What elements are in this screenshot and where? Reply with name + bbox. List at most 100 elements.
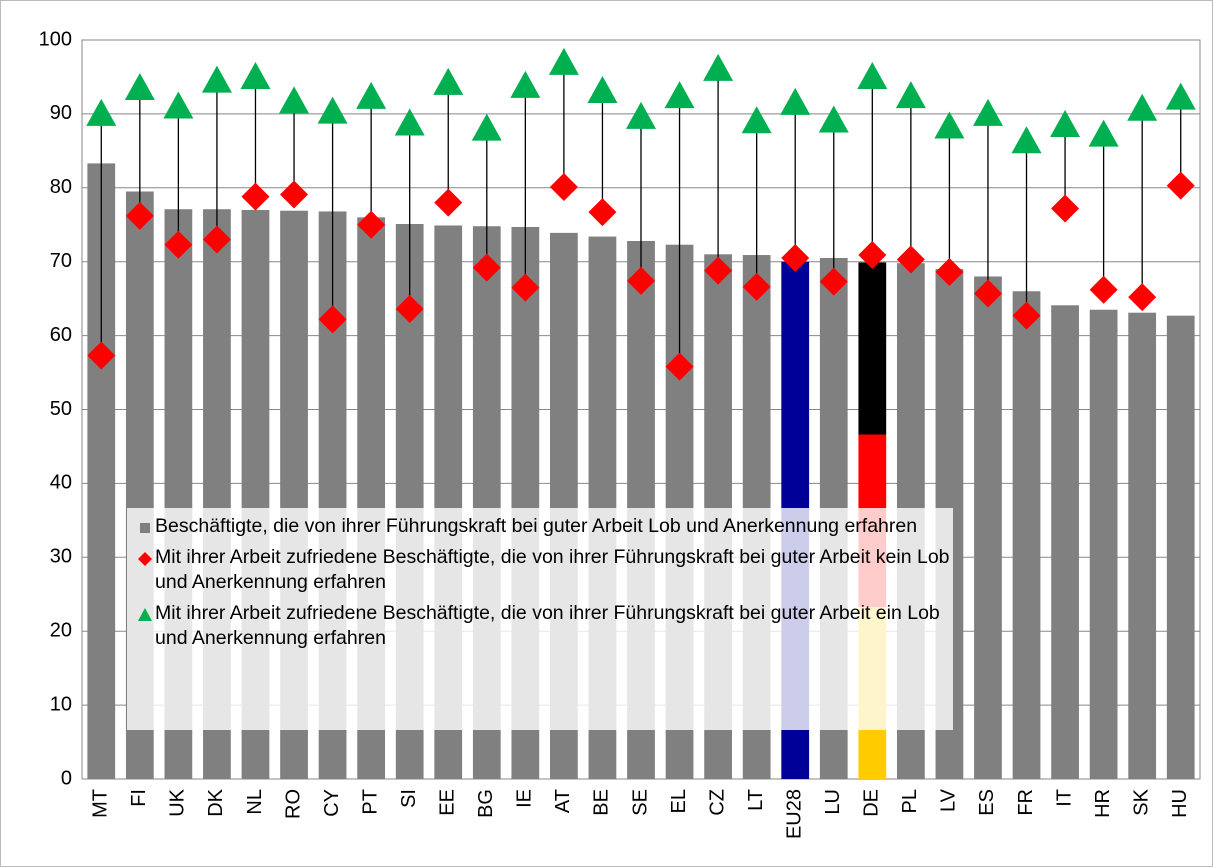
triangle-marker bbox=[703, 53, 734, 81]
y-tick-label: 40 bbox=[50, 472, 72, 494]
diamond-marker bbox=[742, 272, 771, 301]
y-tick-label: 100 bbox=[39, 28, 72, 50]
x-tick-label: RO bbox=[282, 789, 304, 819]
diamond-marker bbox=[665, 352, 694, 381]
triangle-marker bbox=[1127, 93, 1158, 121]
diamond-marker bbox=[819, 267, 848, 296]
x-tick-label: FI bbox=[128, 789, 150, 807]
triangle-marker bbox=[1165, 82, 1196, 110]
triangle-marker bbox=[1050, 109, 1081, 137]
diamond-marker bbox=[973, 279, 1002, 308]
x-tick-label: FR bbox=[1015, 789, 1037, 816]
x-tick-label: CZ bbox=[706, 789, 728, 816]
legend-label: Mit ihrer Arbeit zufriedene Beschäftigte… bbox=[155, 546, 950, 593]
triangle-marker bbox=[471, 113, 502, 141]
bar bbox=[1128, 312, 1157, 779]
triangle-marker bbox=[972, 98, 1003, 126]
diamond-marker bbox=[434, 188, 463, 217]
x-tick-label: PT bbox=[359, 789, 381, 815]
bar bbox=[1166, 315, 1195, 779]
diamond-marker bbox=[395, 294, 424, 323]
x-tick-label: LT bbox=[745, 789, 767, 811]
triangle-marker bbox=[780, 87, 811, 115]
x-tick-label: IT bbox=[1053, 789, 1075, 807]
triangle-marker bbox=[626, 101, 656, 129]
x-tick-label: AT bbox=[552, 789, 574, 813]
x-tick-label: DE bbox=[861, 789, 883, 817]
diamond-marker bbox=[280, 180, 309, 209]
bar bbox=[1089, 309, 1118, 779]
x-tick-label: UK bbox=[167, 788, 189, 816]
triangle-marker bbox=[163, 91, 194, 119]
diamond-marker bbox=[241, 182, 270, 211]
triangle-marker bbox=[741, 106, 772, 134]
y-tick-label: 80 bbox=[50, 176, 72, 198]
triangle-marker bbox=[934, 111, 965, 139]
triangle-marker bbox=[124, 73, 155, 101]
legend: Beschäftigte, die von ihrer Führungskraf… bbox=[127, 508, 953, 730]
diamond-marker bbox=[896, 245, 925, 274]
triangle-marker bbox=[279, 86, 310, 114]
legend-label: Beschäftigte, die von ihrer Führungskraf… bbox=[155, 515, 918, 537]
diamond-marker bbox=[1166, 171, 1195, 200]
legend-entry: Beschäftigte, die von ihrer Führungskraf… bbox=[127, 514, 953, 539]
x-tick-label: CY bbox=[321, 789, 343, 817]
triangle-marker bbox=[895, 81, 926, 109]
legend-entry: Mit ihrer Arbeit zufriedene Beschäftigte… bbox=[127, 545, 953, 595]
x-tick-label: HR bbox=[1092, 789, 1114, 818]
triangle-marker bbox=[548, 47, 579, 75]
diamond-marker bbox=[318, 305, 347, 334]
y-tick-label: 30 bbox=[50, 546, 72, 568]
x-tick-label: HU bbox=[1169, 789, 1191, 818]
diamond-marker bbox=[588, 198, 617, 227]
diamond-marker bbox=[125, 201, 154, 230]
triangle-marker bbox=[587, 75, 618, 103]
diamond-marker bbox=[858, 241, 887, 270]
y-tick-label: 10 bbox=[50, 693, 72, 715]
x-tick-label: BG bbox=[475, 789, 497, 818]
diamond-marker bbox=[1051, 194, 1080, 223]
legend-label: Mit ihrer Arbeit zufriedene Beschäftigte… bbox=[155, 602, 940, 649]
diamond-marker bbox=[511, 273, 540, 302]
diamond-marker bbox=[164, 230, 193, 259]
diamond-marker bbox=[1089, 275, 1118, 304]
diamond-marker bbox=[1012, 301, 1041, 330]
diamond-marker bbox=[627, 266, 655, 295]
bar bbox=[1051, 305, 1079, 779]
diamond-marker bbox=[1128, 283, 1157, 312]
triangle-marker bbox=[317, 96, 348, 124]
diamond-marker bbox=[935, 258, 964, 287]
y-tick-label: 90 bbox=[50, 102, 72, 124]
y-tick-label: 60 bbox=[50, 324, 72, 346]
bar bbox=[974, 276, 1002, 779]
x-tick-label: EL bbox=[668, 789, 690, 813]
triangle-marker bbox=[1011, 126, 1042, 154]
x-tick-label: SK bbox=[1130, 788, 1152, 815]
y-tick-label: 50 bbox=[50, 398, 72, 420]
diamond-marker bbox=[472, 253, 501, 282]
triangle-marker bbox=[86, 98, 117, 126]
x-tick-label: EE bbox=[437, 789, 459, 816]
legend-symbol bbox=[138, 552, 152, 566]
triangle-marker bbox=[857, 61, 888, 89]
x-tick-label: NL bbox=[244, 789, 266, 815]
triangle-marker bbox=[1088, 119, 1119, 147]
x-tick-label: LV bbox=[938, 788, 960, 812]
x-tick-label: ES bbox=[976, 789, 998, 816]
diamond-marker bbox=[549, 173, 578, 202]
triangle-marker bbox=[818, 105, 849, 133]
x-tick-label: IE bbox=[514, 789, 536, 808]
triangle-marker bbox=[394, 108, 425, 136]
triangle-marker bbox=[240, 61, 271, 89]
x-tick-label: BE bbox=[591, 789, 613, 816]
y-tick-label: 70 bbox=[50, 250, 72, 272]
x-tick-label: MT bbox=[90, 789, 112, 818]
x-tick-label: PL bbox=[899, 789, 921, 813]
legend-symbol bbox=[138, 608, 152, 621]
legend-entry: Mit ihrer Arbeit zufriedene Beschäftigte… bbox=[127, 601, 953, 651]
x-tick-label: SI bbox=[398, 789, 420, 808]
x-tick-label: DK bbox=[205, 788, 227, 816]
